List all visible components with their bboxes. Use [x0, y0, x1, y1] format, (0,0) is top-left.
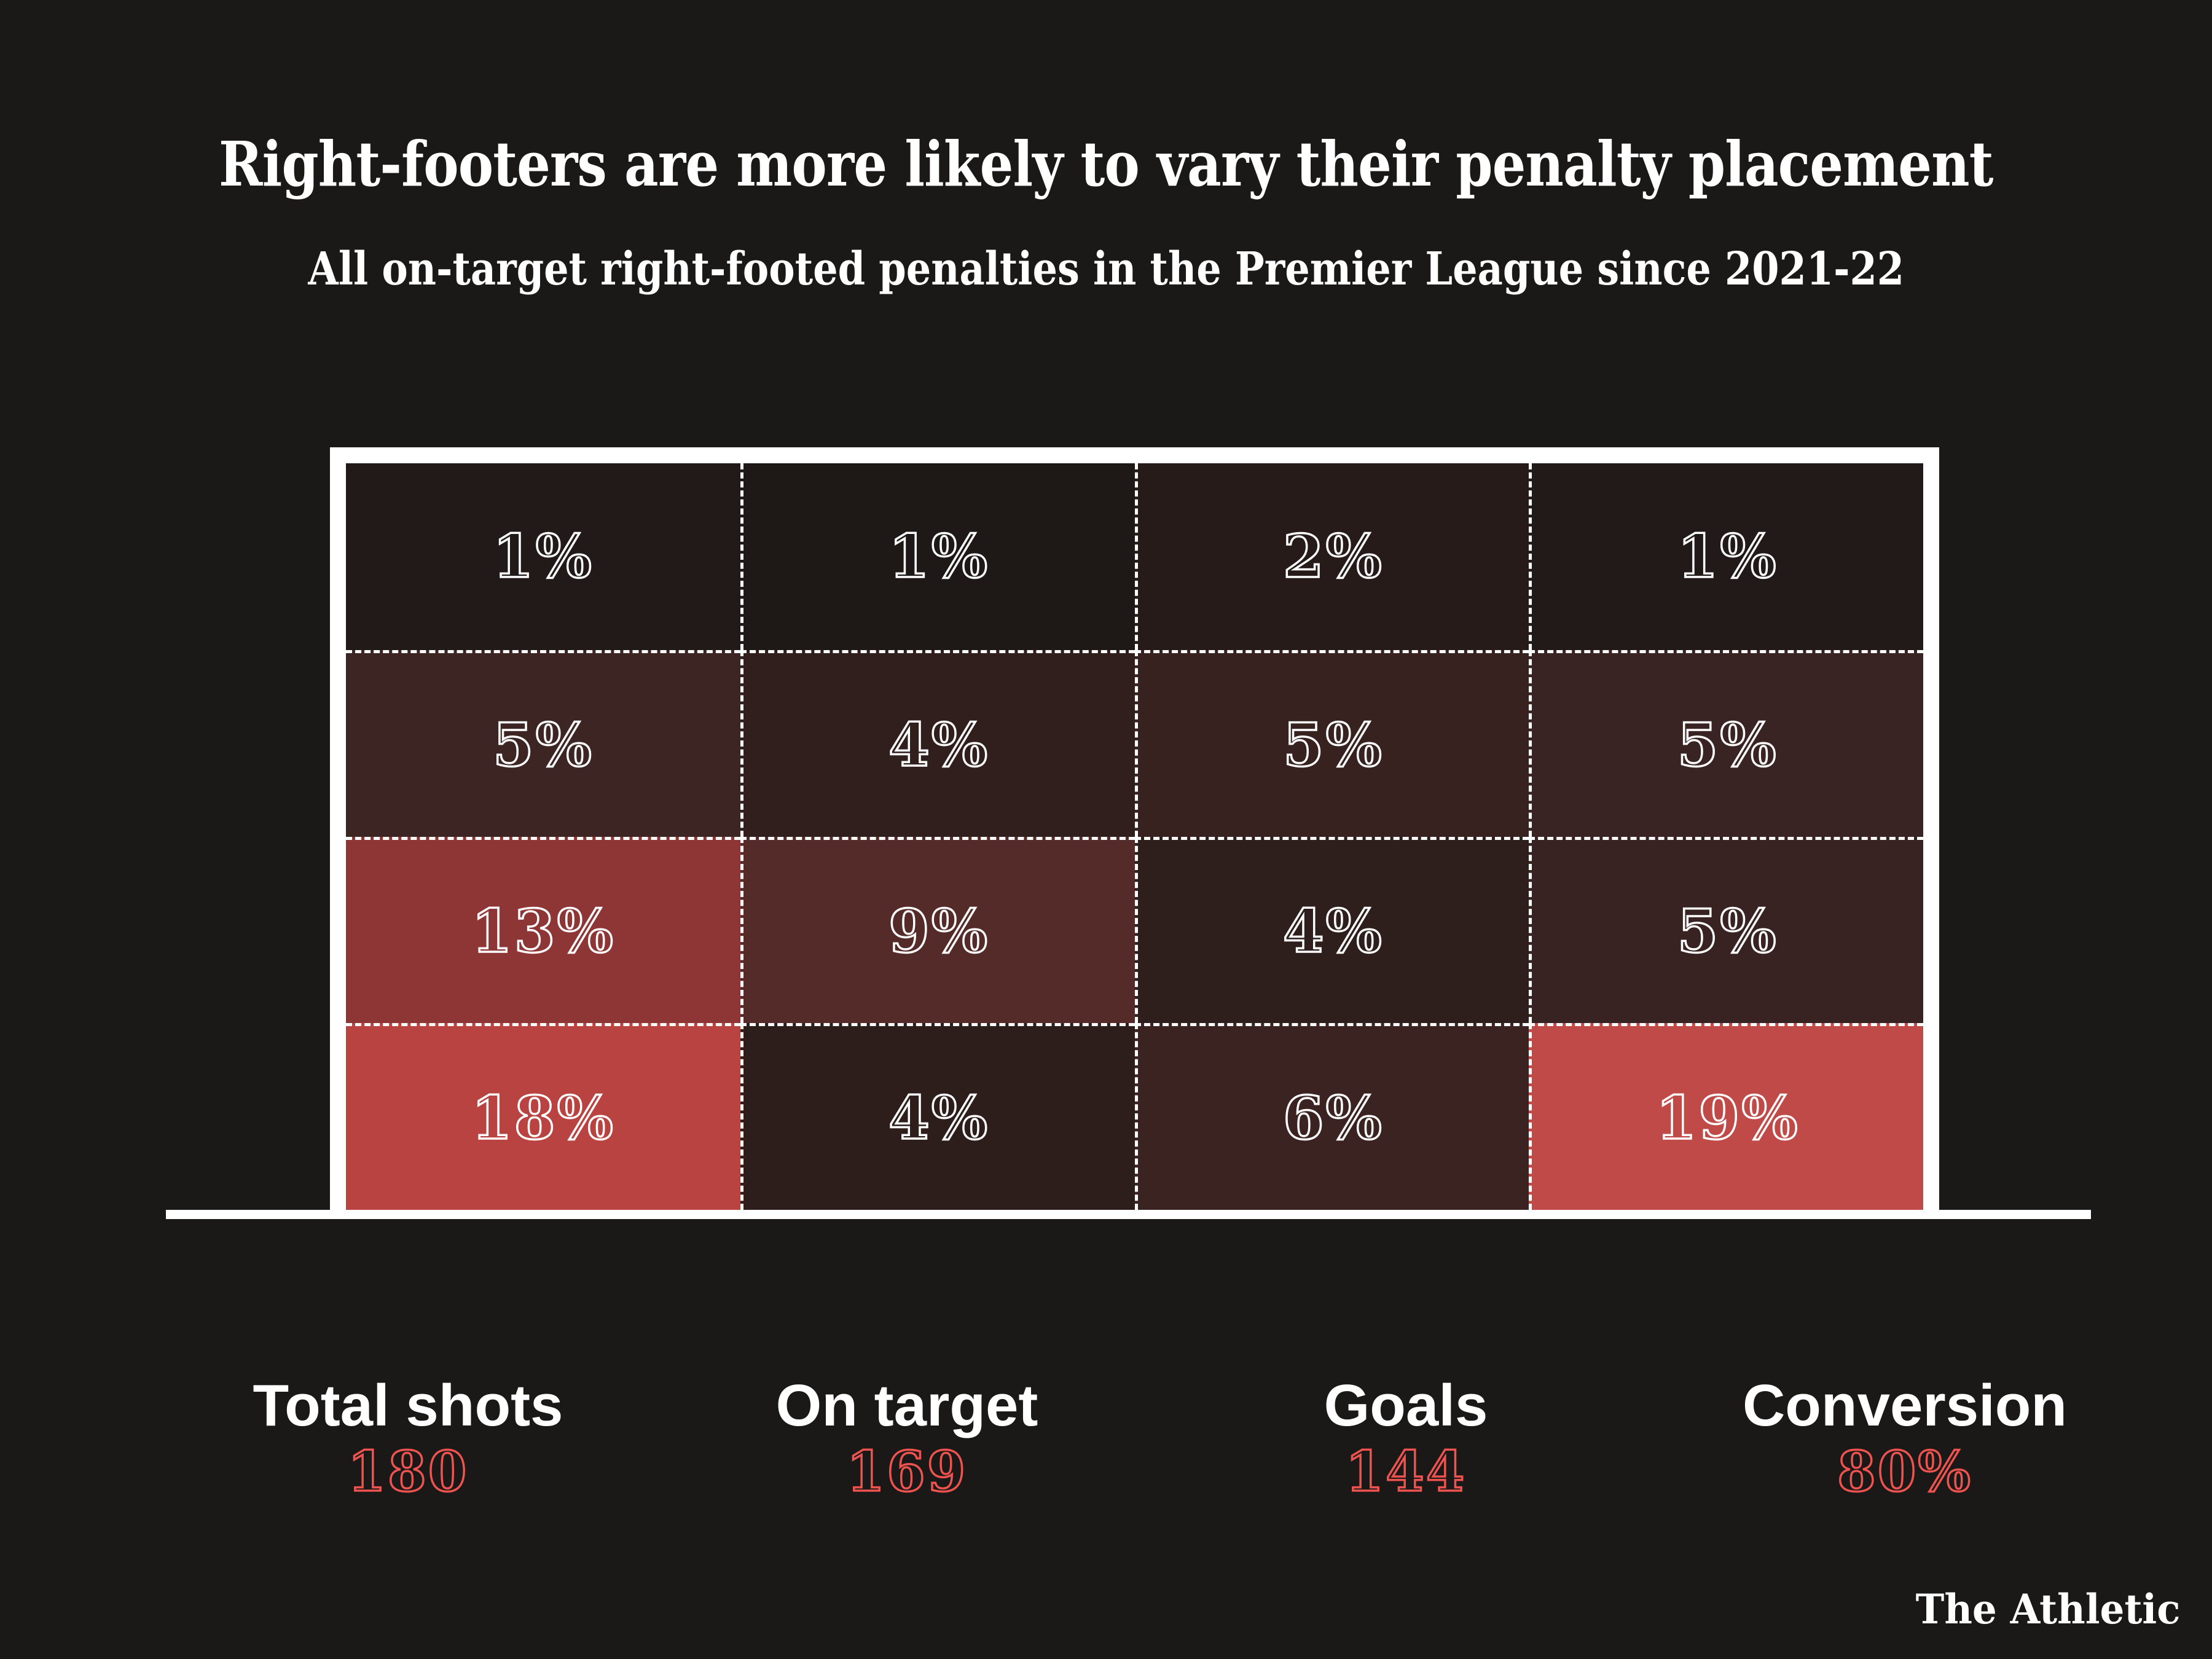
cell-percentage: 19%: [1655, 1082, 1800, 1154]
page-subtitle: All on-target right-footed penalties in …: [308, 243, 1904, 296]
cell-percentage: 5%: [492, 709, 594, 781]
goal-line: [166, 1210, 2091, 1219]
cell-percentage: 5%: [1676, 709, 1778, 781]
heatmap-cell: 4%: [740, 649, 1135, 837]
heatmap-cell: 2%: [1134, 463, 1529, 650]
heatmap-cell: 18%: [346, 1023, 740, 1210]
subheader: All on-target right-footed penalties in …: [0, 243, 2212, 296]
stat-value: 80%: [1836, 1439, 1972, 1504]
stat-value: 144: [1344, 1439, 1467, 1504]
heatmap-grid: 1% 1% 2% 1% 5% 4% 5% 5% 13% 9% 4% 5% 18% 4% 6% 19%: [346, 463, 1923, 1210]
heatmap-cell: 9%: [740, 836, 1135, 1024]
heatmap-cell: 5%: [346, 649, 740, 837]
heatmap-cell: 6%: [1134, 1023, 1529, 1210]
heatmap-cell: 5%: [1529, 836, 1923, 1024]
heatmap-cell: 5%: [1134, 649, 1529, 837]
heatmap-cell: 1%: [740, 463, 1135, 650]
cell-percentage: 9%: [887, 896, 990, 968]
stat-on-target: On target 169: [775, 1373, 1038, 1504]
stat-total-shots: Total shots 180: [253, 1373, 563, 1504]
cell-percentage: 4%: [1282, 896, 1384, 968]
stat-label: Total shots: [253, 1373, 563, 1438]
the-athletic-logo: The Athletic: [1915, 1585, 2180, 1633]
stat-value: 180: [347, 1439, 469, 1504]
cell-percentage: 1%: [887, 521, 990, 593]
stat-label: Conversion: [1742, 1373, 2068, 1438]
heatmap-cell: 4%: [740, 1023, 1135, 1210]
page-title: Right-footers are more likely to vary th…: [219, 128, 1993, 200]
stat-label: Goals: [1324, 1373, 1488, 1438]
heatmap-cell: 4%: [1134, 836, 1529, 1024]
heatmap-cell: 19%: [1529, 1023, 1923, 1210]
heatmap-cell: 1%: [1529, 463, 1923, 650]
stat-goals: Goals 144: [1324, 1373, 1488, 1504]
cell-percentage: 5%: [1676, 896, 1778, 968]
goal-frame: 1% 1% 2% 1% 5% 4% 5% 5% 13% 9% 4% 5% 18% 4% 6% 19%: [330, 447, 1939, 1210]
cell-percentage: 4%: [887, 1082, 990, 1154]
stat-conversion: Conversion 80%: [1742, 1373, 2068, 1504]
stat-label: On target: [775, 1373, 1038, 1438]
cell-percentage: 18%: [470, 1082, 615, 1154]
heatmap-cell: 13%: [346, 836, 740, 1024]
header: Right-footers are more likely to vary th…: [0, 129, 2212, 200]
heatmap-cell: 1%: [346, 463, 740, 650]
cell-percentage: 6%: [1282, 1082, 1384, 1154]
cell-percentage: 4%: [887, 709, 990, 781]
cell-percentage: 1%: [492, 521, 594, 593]
cell-percentage: 5%: [1282, 709, 1384, 781]
heatmap-cell: 5%: [1529, 649, 1923, 837]
cell-percentage: 2%: [1282, 521, 1384, 593]
cell-percentage: 13%: [470, 896, 615, 968]
stat-value: 169: [845, 1439, 968, 1504]
cell-percentage: 1%: [1676, 521, 1778, 593]
